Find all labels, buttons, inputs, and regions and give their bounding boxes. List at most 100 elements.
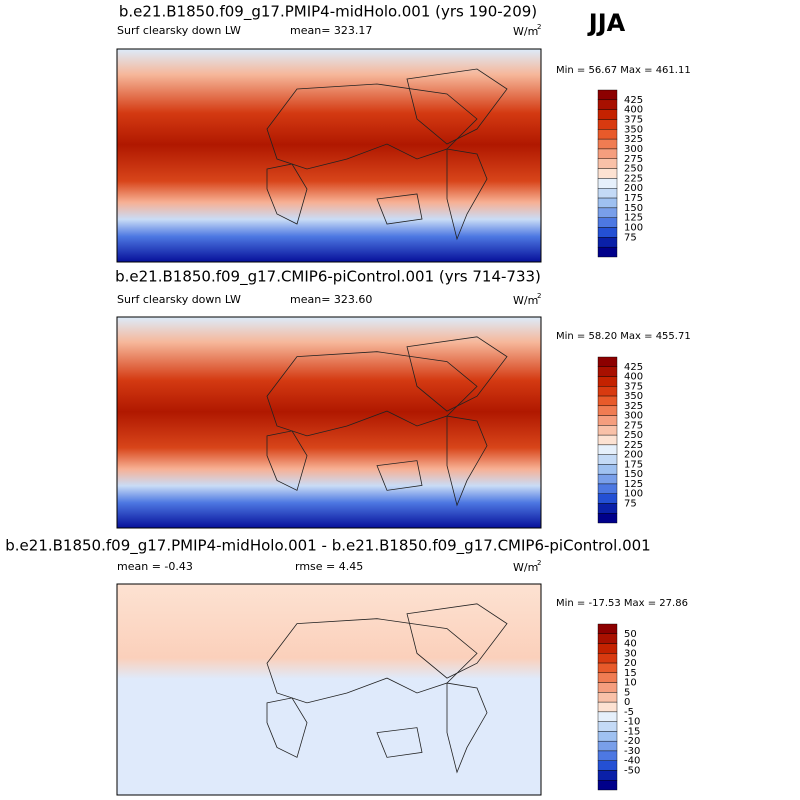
colorbar-label: 225 [624,173,643,184]
units-exponent: 2 [537,23,541,31]
coastline [406,68,508,145]
coastline [266,83,478,170]
coastline [376,727,423,758]
colorbar-swatch [597,692,618,703]
colorbar-swatch [597,168,618,179]
colorbar-label: 125 [624,479,643,490]
colorbar-label: 15 [624,668,637,679]
colorbar-swatch [597,454,618,465]
colorbar-label: 400 [624,105,643,116]
colorbar-swatch [597,237,618,248]
colorbar-swatch [597,395,618,407]
colorbar-label: 10 [624,678,637,689]
colorbar-swatch [597,217,618,228]
colorbar-label: 275 [624,154,643,165]
colorbar-swatch [597,356,618,367]
colorbar-label: 5 [624,687,630,698]
colorbar-label: 175 [624,459,643,470]
colorbar-swatch [597,653,618,664]
colorbar-swatch [597,89,618,101]
colorbar-label: 20 [624,658,637,669]
panel-title: b.e21.B1850.f09_g17.PMIP4-midHolo.001 - … [5,537,650,556]
colorbar-label: 425 [624,95,643,106]
colorbar-swatch [597,701,618,713]
colorbar-swatch [597,207,618,218]
colorbar-swatch [597,770,618,781]
panel-title: b.e21.B1850.f09_g17.PMIP4-midHolo.001 (y… [119,3,537,22]
units-exponent: 2 [537,559,541,567]
colorbar-swatch [597,434,618,446]
colorbar-swatch [597,197,618,209]
center-label: mean= 323.17 [290,24,372,37]
map [116,583,542,796]
colorbar-swatch [597,483,618,494]
colorbar-swatch [597,415,618,426]
colorbar-swatch [597,750,618,761]
colorbar-swatch [597,444,618,455]
units-exponent: 2 [537,292,541,300]
colorbar-swatch [597,731,618,742]
colorbar-swatch [597,366,618,377]
min-max: Min = 56.67 Max = 461.11 [556,65,691,76]
colorbar-swatch [597,129,618,140]
colorbar-label: 325 [624,134,643,145]
colorbar-label: 225 [624,440,643,451]
colorbar-label: 300 [624,144,643,155]
colorbar-label: 100 [624,489,643,500]
colorbar-swatch [597,672,618,683]
colorbar-label: 150 [624,203,643,214]
colorbar-swatch [597,740,618,752]
colorbar-swatch [597,405,618,416]
coastline [406,336,508,412]
colorbar-label: 30 [624,648,637,659]
colorbar-label: -10 [624,717,640,728]
season: JJA [587,9,626,37]
colorbar-label: 250 [624,164,643,175]
colorbar-label: 75 [624,498,637,509]
colorbar-label: 275 [624,420,643,431]
coastline [266,697,308,758]
colorbar-label: -50 [624,765,640,776]
colorbar-label: 0 [624,697,630,708]
colorbar-swatch [597,178,618,189]
colorbar-label: 175 [624,193,643,204]
colorbar-label: 40 [624,639,637,650]
left-label: Surf clearsky down LW [117,24,241,37]
coastline [376,193,423,225]
colorbar-label: 125 [624,213,643,224]
colorbar-label: 400 [624,372,643,383]
colorbar-label: 100 [624,223,643,234]
map [116,48,542,263]
center-label: rmse = 4.45 [295,560,363,573]
colorbar-swatch [597,99,618,110]
center-label: mean= 323.60 [290,293,372,306]
left-label: Surf clearsky down LW [117,293,241,306]
colorbar-swatch [597,721,618,732]
colorbar-label: 300 [624,411,643,422]
coastline [446,682,488,774]
colorbar-swatch [597,662,618,674]
colorbar-label: 425 [624,362,643,373]
units: W/m [513,25,538,38]
coastline [446,415,488,507]
colorbar-label: 75 [624,232,637,243]
colorbar-swatch [597,464,618,475]
colorbar-swatch [597,188,618,199]
colorbar-label: -5 [624,707,634,718]
colorbar-label: -15 [624,726,640,737]
colorbar-swatch [597,513,618,524]
colorbar-label: 325 [624,401,643,412]
colorbar-swatch [597,227,618,238]
colorbar-label: 375 [624,381,643,392]
colorbar-swatch [597,473,618,485]
colorbar-label: 250 [624,430,643,441]
colorbar-label: -20 [624,736,640,747]
colorbar-swatch [597,158,618,169]
colorbar-label: -30 [624,746,640,757]
coastline [266,430,308,491]
colorbar-swatch [597,148,618,159]
coastline [266,351,478,437]
units: W/m [513,294,538,307]
coastline [266,618,478,704]
coastline [406,603,508,679]
